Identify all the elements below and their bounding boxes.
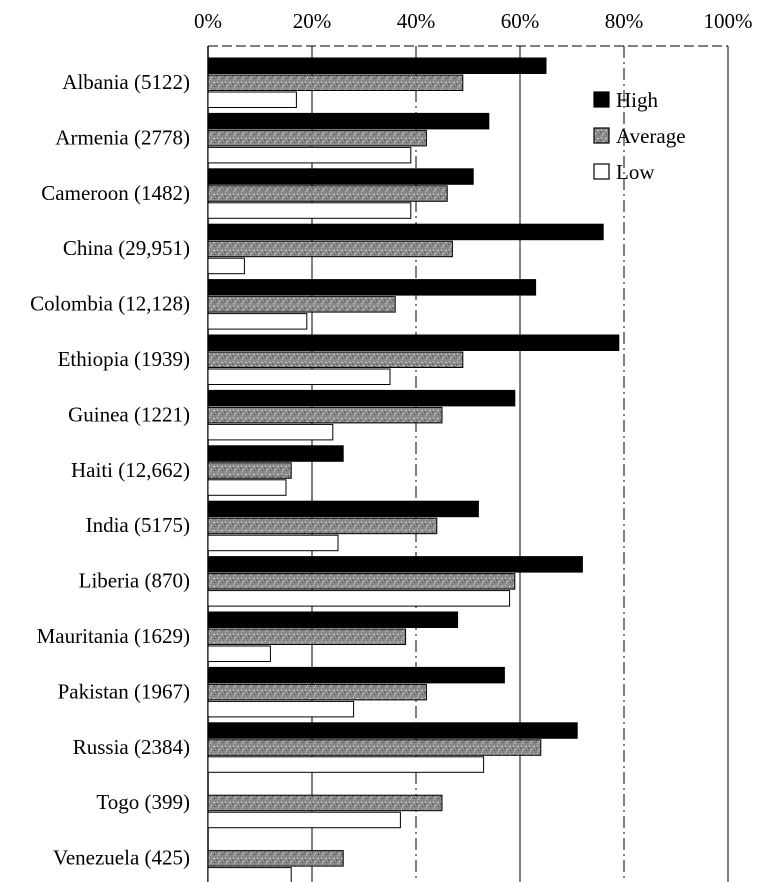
bar-low xyxy=(207,202,412,219)
x-tick-label: 20% xyxy=(293,9,332,33)
x-tick-label: 0% xyxy=(194,9,222,33)
category-label: Guinea (1221) xyxy=(68,402,190,426)
bar-average xyxy=(207,296,396,313)
category-label: Ethiopia (1939) xyxy=(58,347,190,371)
bar-high xyxy=(207,611,459,628)
category-label: Togo (399) xyxy=(96,790,190,814)
bar-low xyxy=(207,590,511,607)
bar-high xyxy=(207,666,505,684)
bar-high xyxy=(207,445,344,462)
bar-low xyxy=(207,700,355,718)
bar-low xyxy=(207,146,412,164)
bar-high xyxy=(207,556,583,573)
bar-high xyxy=(207,389,516,407)
bar-low xyxy=(207,423,334,441)
category-label: Haiti (12,662) xyxy=(71,458,190,482)
bar-high xyxy=(207,57,547,74)
bar-average xyxy=(207,850,344,867)
bar-low xyxy=(207,645,271,662)
x-tick-label: 60% xyxy=(501,9,540,33)
legend-label-high: High xyxy=(616,88,659,112)
bar-high xyxy=(207,112,490,130)
bar-high xyxy=(207,334,620,351)
category-label: China (29,951) xyxy=(63,236,190,260)
bar-low xyxy=(207,479,287,496)
bar-average xyxy=(207,573,516,590)
bar-average xyxy=(207,739,542,756)
category-label: Liberia (870) xyxy=(79,569,190,593)
legend-swatch-high xyxy=(593,91,610,108)
category-label: Russia (2384) xyxy=(73,735,190,759)
bar-low xyxy=(207,257,245,275)
bar-high xyxy=(207,500,479,518)
category-label: Venezuela (425) xyxy=(53,846,190,870)
legend-swatch-low xyxy=(593,163,610,180)
bar-average xyxy=(207,517,438,535)
x-tick-label: 80% xyxy=(605,9,644,33)
bar-low xyxy=(207,867,292,882)
bar-low xyxy=(207,534,339,552)
bar-average xyxy=(207,628,407,645)
category-label: Mauritania (1629) xyxy=(37,624,190,648)
bar-average xyxy=(207,683,427,701)
bar-average xyxy=(207,74,464,91)
bar-average xyxy=(207,129,427,147)
category-label: Cameroon (1482) xyxy=(41,181,190,205)
x-tick-label: 40% xyxy=(397,9,436,33)
bar-average xyxy=(207,351,464,368)
category-label: Colombia (12,128) xyxy=(30,292,190,316)
bar-low xyxy=(207,811,401,829)
x-tick-label: 100% xyxy=(704,9,753,33)
bar-average xyxy=(207,794,443,812)
category-label: Albania (5122) xyxy=(62,70,190,94)
x-axis-ticks: 0% 20% 40% 60% 80% 100% xyxy=(194,9,753,33)
bar-low xyxy=(207,368,391,385)
bar-high xyxy=(207,722,578,739)
legend: High Average Low xyxy=(593,88,686,184)
bar-average xyxy=(207,462,292,479)
legend-label-low: Low xyxy=(616,160,655,184)
bars xyxy=(207,57,620,882)
legend-swatch-average xyxy=(593,127,610,144)
bar-high xyxy=(207,279,537,296)
bar-average xyxy=(207,240,453,258)
bar-low xyxy=(207,313,308,330)
category-label: India (5175) xyxy=(86,513,190,537)
bar-high xyxy=(207,168,474,185)
bar-high xyxy=(207,223,604,241)
bar-average xyxy=(207,185,448,202)
bar-low xyxy=(207,756,485,773)
category-label: Pakistan (1967) xyxy=(58,679,190,703)
bar-low xyxy=(207,91,297,108)
category-label: Armenia (2778) xyxy=(55,125,190,149)
y-axis-labels: Albania (5122) Armenia (2778) Cameroon (14… xyxy=(30,70,190,870)
bar-average xyxy=(207,406,443,424)
legend-label-average: Average xyxy=(616,124,686,148)
